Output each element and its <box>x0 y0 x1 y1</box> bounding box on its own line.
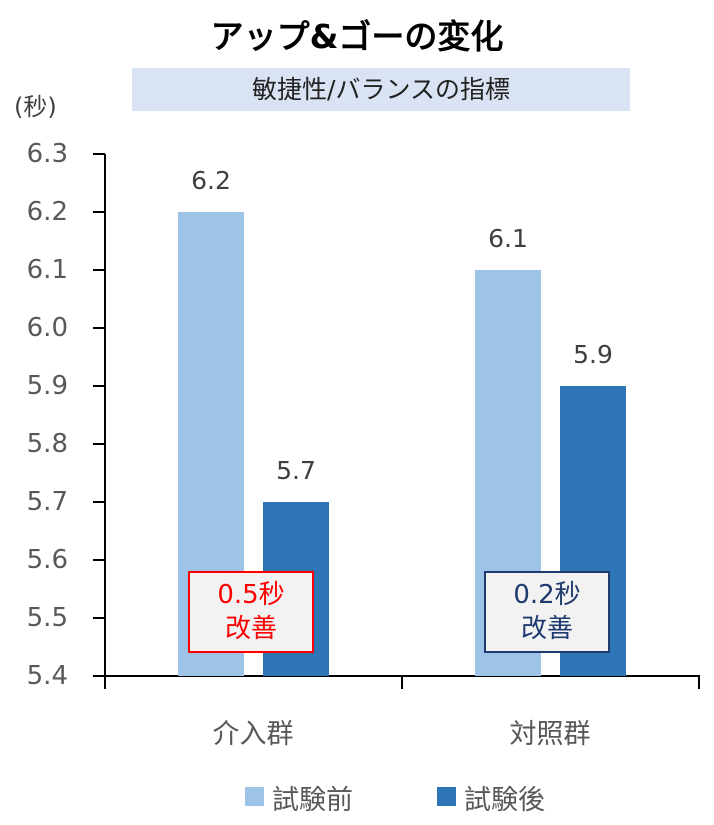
annotation-value: 0.2秒 <box>513 580 581 610</box>
y-tick-label: 5.7 <box>26 487 68 517</box>
y-tick-mark <box>93 327 105 329</box>
y-axis-unit-label: (秒) <box>14 93 57 121</box>
y-tick-label: 6.1 <box>26 255 68 285</box>
y-tick-label: 6.2 <box>26 197 68 227</box>
y-tick-mark <box>93 211 105 213</box>
category-label-intervention: 介入群 <box>212 719 294 750</box>
subtitle-background <box>132 68 630 111</box>
x-axis-tick <box>401 675 403 689</box>
y-tick-label: 5.4 <box>26 661 68 691</box>
y-tick-label: 5.8 <box>26 429 68 459</box>
x-axis-tick <box>698 675 700 689</box>
y-axis-line <box>104 154 106 688</box>
legend-label-after: 試験後 <box>464 785 545 816</box>
legend-swatch-after <box>437 787 456 806</box>
improvement-annotation-control: 0.2秒 改善 <box>484 571 610 653</box>
y-tick-label: 5.9 <box>26 371 68 401</box>
y-tick-mark <box>93 675 105 677</box>
y-tick-label: 5.6 <box>26 545 68 575</box>
bar-value-label: 5.7 <box>276 456 316 485</box>
y-tick-mark <box>93 269 105 271</box>
y-tick-mark <box>93 385 105 387</box>
legend-swatch-before <box>245 787 264 806</box>
bar-value-label: 6.1 <box>488 224 528 253</box>
bar-value-label: 5.9 <box>573 340 613 369</box>
annotation-text: 改善 <box>224 614 277 644</box>
y-tick-mark <box>93 153 105 155</box>
y-tick-label: 6.0 <box>26 313 68 343</box>
chart-title: アップ&ゴーの変化 <box>210 17 504 56</box>
bar-value-label: 6.2 <box>191 166 231 195</box>
y-tick-mark <box>93 501 105 503</box>
legend-label-before: 試験前 <box>272 785 353 816</box>
x-axis-tick <box>104 675 106 689</box>
y-tick-label: 6.3 <box>26 139 68 169</box>
chart-subtitle: 敏捷性/バランスの指標 <box>252 75 510 104</box>
y-tick-mark <box>93 617 105 619</box>
category-label-control: 対照群 <box>509 719 591 750</box>
annotation-text: 改善 <box>520 614 573 644</box>
y-tick-mark <box>93 559 105 561</box>
improvement-annotation-intervention: 0.5秒 改善 <box>188 571 314 653</box>
annotation-value: 0.5秒 <box>217 580 285 610</box>
y-tick-label: 5.5 <box>26 603 68 633</box>
y-tick-mark <box>93 443 105 445</box>
